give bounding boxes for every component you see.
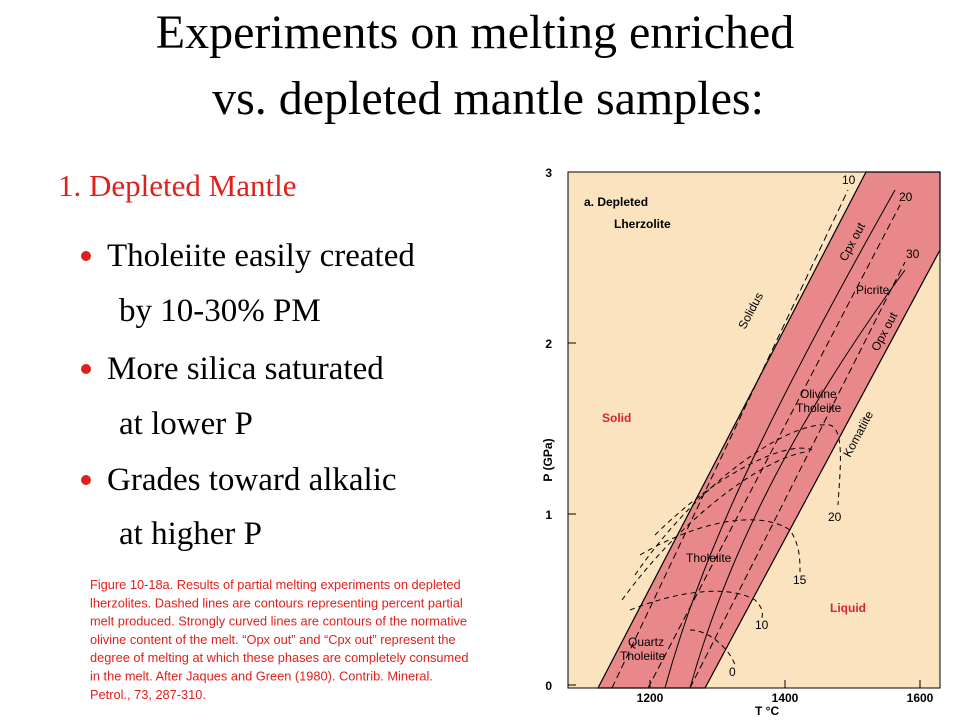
region-label: Solid	[602, 411, 631, 425]
contour-label: 20	[899, 190, 913, 204]
title-line: Experiments on melting enriched	[156, 6, 794, 59]
olivine-contour	[654, 447, 813, 536]
y-axis-label: P (GPa)	[541, 438, 555, 481]
figure: a. Depleted Lherzolite Solid Liquid Soli…	[541, 166, 941, 718]
caption-line: lherzolites. Dashed lines are contours r…	[90, 595, 463, 610]
curve-label: Tholeiite	[686, 551, 732, 565]
bullet-text: at lower P	[119, 406, 253, 442]
caption-line: in the melt. After Jaques and Green (198…	[90, 669, 433, 684]
subtitle: 1. Depleted Mantle	[58, 168, 296, 203]
bullet-list: Tholeiite easily created by 10-30% PM More…	[81, 238, 415, 552]
caption: Figure 10-18a. Results of partial meltin…	[90, 577, 468, 702]
contour-label: 30	[906, 247, 920, 261]
axis-ticks: 0 1 2 3 1200 1400 1600	[545, 166, 933, 705]
bullet-dot	[81, 251, 91, 261]
region-label: Liquid	[830, 601, 866, 615]
bullet-text: Tholeiite easily created	[107, 238, 415, 274]
curve-label: Tholeiite	[620, 649, 666, 663]
olivine-contour	[634, 424, 841, 576]
caption-line: Figure 10-18a. Results of partial meltin…	[90, 577, 461, 592]
contour-line	[611, 189, 849, 689]
olivine-contour	[639, 519, 801, 573]
curves	[611, 189, 906, 689]
panel-label: a. Depleted	[584, 195, 648, 209]
contour-label: 0	[729, 665, 736, 679]
y-tick-label: 0	[545, 679, 552, 693]
curve-label: Quartz	[628, 635, 664, 649]
panel-label: Lherzolite	[614, 217, 671, 231]
bullet-text: More silica saturated	[107, 351, 384, 387]
y-tick-label: 3	[545, 166, 552, 180]
caption-line: melt produced. Strongly curved lines are…	[90, 614, 467, 629]
cpx-out-line	[664, 189, 896, 689]
bullet-text: Grades toward alkalic	[107, 462, 397, 498]
y-tick-label: 1	[545, 508, 552, 522]
bullet-text: at higher P	[119, 516, 262, 552]
olivine-contour	[629, 590, 763, 619]
olivine-contour	[689, 629, 736, 666]
y-tick-label: 2	[545, 337, 552, 351]
curve-label: Tholeiite	[796, 401, 842, 415]
x-tick-label: 1600	[907, 691, 934, 705]
contour-label: 15	[793, 573, 807, 587]
title-line: vs. depleted mantle samples:	[212, 72, 764, 125]
contour-label: 20	[828, 510, 842, 524]
curve-label: Picrite	[856, 283, 890, 297]
x-tick-label: 1200	[637, 691, 664, 705]
olivine-contour	[621, 451, 806, 601]
x-tick-label: 1400	[772, 691, 799, 705]
opx-out-line	[689, 269, 906, 689]
contour-line	[689, 261, 906, 689]
bullet-dot	[81, 364, 91, 374]
caption-line: degree of melting at which these phases …	[90, 650, 468, 665]
bullet-dot	[81, 475, 91, 485]
caption-line: olivine content of the melt. “Opx out” a…	[90, 632, 456, 647]
contour-label: 10	[842, 173, 856, 187]
melting-band	[597, 171, 941, 689]
contour-label: 10	[755, 618, 769, 632]
x-axis-label: T °C	[755, 704, 779, 718]
curve-label: Olivine	[800, 387, 837, 401]
bullet-text: by 10-30% PM	[119, 293, 321, 329]
caption-line: Petrol., 73, 287-310.	[90, 687, 206, 702]
